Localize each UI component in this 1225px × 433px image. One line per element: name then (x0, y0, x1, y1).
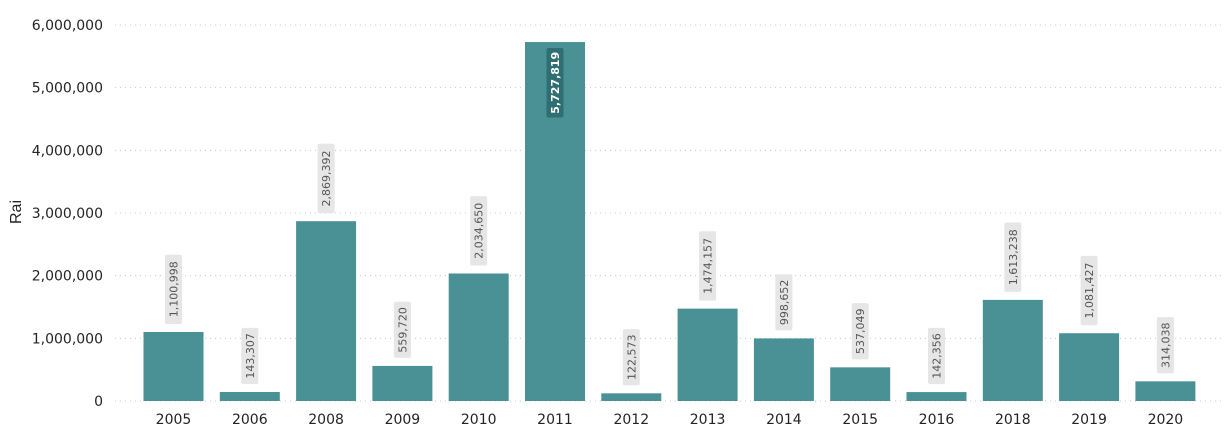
data-label-2015: 537,049 (851, 303, 869, 360)
data-label-box (317, 143, 335, 214)
data-label-box (699, 231, 717, 301)
data-label-text: 1,474,157 (702, 238, 715, 294)
bar-2019[interactable] (1059, 333, 1120, 401)
data-label-2012: 122,573 (622, 329, 640, 386)
x-tick-label: 2006 (232, 412, 268, 428)
data-label-2020: 314,038 (1156, 317, 1174, 374)
bar-2018[interactable] (982, 299, 1043, 401)
bar-2016[interactable] (906, 392, 967, 401)
data-label-text: 314,038 (1159, 322, 1172, 368)
y-axis-ticks: 0 1,000,000 2,000,000 3,000,000 4,000,000 5,0… (32, 18, 103, 410)
x-tick-label: 2011 (537, 412, 573, 428)
data-label-box (775, 274, 793, 331)
x-tick-label: 2014 (766, 412, 802, 428)
bar-2009[interactable] (372, 365, 433, 401)
bar-2015[interactable] (830, 367, 891, 401)
y-tick-label: 3,000,000 (32, 206, 103, 222)
x-tick-label: 2018 (995, 412, 1031, 428)
gridlines (115, 24, 1223, 402)
bar-2010[interactable] (448, 273, 509, 401)
data-label-2006: 143,307 (241, 327, 259, 385)
data-label-text: 142,356 (931, 333, 944, 379)
bar-2013[interactable] (677, 308, 738, 401)
data-label-2014: 998,652 (775, 274, 793, 331)
data-label-text: 1,081,427 (1083, 263, 1096, 319)
y-axis-label: Rai (8, 200, 25, 224)
data-label-box (622, 329, 640, 386)
x-tick-label: 2020 (1148, 412, 1184, 428)
x-tick-label: 2010 (461, 412, 497, 428)
data-label-text: 2,869,392 (320, 150, 333, 206)
data-labels: 1,100,998 143,307 2,869,392 559,720 2,034,65… (165, 48, 1174, 386)
x-tick-label: 2009 (385, 412, 421, 428)
data-label-box (546, 48, 564, 118)
data-label-text: 143,307 (244, 333, 257, 379)
bar-2012[interactable] (601, 393, 662, 401)
data-label-2009: 559,720 (393, 301, 411, 358)
y-tick-label: 4,000,000 (32, 143, 103, 159)
data-label-text: 559,720 (396, 307, 409, 353)
bar-2005[interactable] (143, 332, 204, 401)
data-label-text: 537,049 (854, 308, 867, 354)
data-label-text: 998,652 (778, 280, 791, 326)
data-label-text: 1,613,238 (1007, 229, 1020, 285)
x-tick-label: 2008 (308, 412, 344, 428)
data-label-box (165, 254, 182, 325)
data-label-box (393, 301, 411, 358)
data-label-2010: 2,034,650 (470, 196, 488, 266)
data-label-box (1004, 222, 1022, 292)
x-tick-label: 2012 (613, 412, 649, 428)
y-tick-label: 1,000,000 (32, 331, 103, 347)
data-label-2011: 5,727,819 (546, 48, 564, 118)
y-tick-label: 0 (94, 394, 103, 410)
x-tick-label: 2019 (1071, 412, 1107, 428)
data-label-2018: 1,613,238 (1004, 222, 1022, 292)
bar-2006[interactable] (219, 392, 280, 401)
x-tick-label: 2016 (919, 412, 955, 428)
data-label-text: 1,100,998 (168, 261, 181, 317)
x-axis-ticks: 2005 2006 2008 2009 2010 2011 2012 2013 2014 2015… (156, 412, 1184, 428)
data-label-box (241, 327, 259, 385)
data-label-2005: 1,100,998 (165, 254, 182, 325)
x-tick-label: 2005 (156, 412, 192, 428)
x-tick-label: 2015 (842, 412, 878, 428)
bars (143, 42, 1196, 402)
data-label-2008: 2,869,392 (317, 143, 335, 214)
data-label-text: 5,727,819 (549, 52, 562, 114)
data-label-box (851, 303, 869, 360)
bar-2008[interactable] (296, 221, 357, 401)
bar-2014[interactable] (753, 338, 814, 401)
data-label-box (928, 327, 945, 385)
y-tick-label: 6,000,000 (32, 18, 103, 34)
data-label-box (1080, 255, 1098, 326)
data-label-text: 122,573 (625, 334, 638, 380)
data-label-2016: 142,356 (928, 327, 945, 385)
data-label-2019: 1,081,427 (1080, 255, 1098, 326)
y-tick-label: 2,000,000 (32, 269, 103, 285)
data-label-box (470, 196, 488, 266)
bar-2020[interactable] (1135, 381, 1196, 401)
data-label-2013: 1,474,157 (699, 231, 717, 301)
x-tick-label: 2013 (690, 412, 726, 428)
data-label-text: 2,034,650 (473, 203, 486, 259)
data-label-box (1156, 317, 1174, 374)
y-tick-label: 5,000,000 (32, 81, 103, 97)
